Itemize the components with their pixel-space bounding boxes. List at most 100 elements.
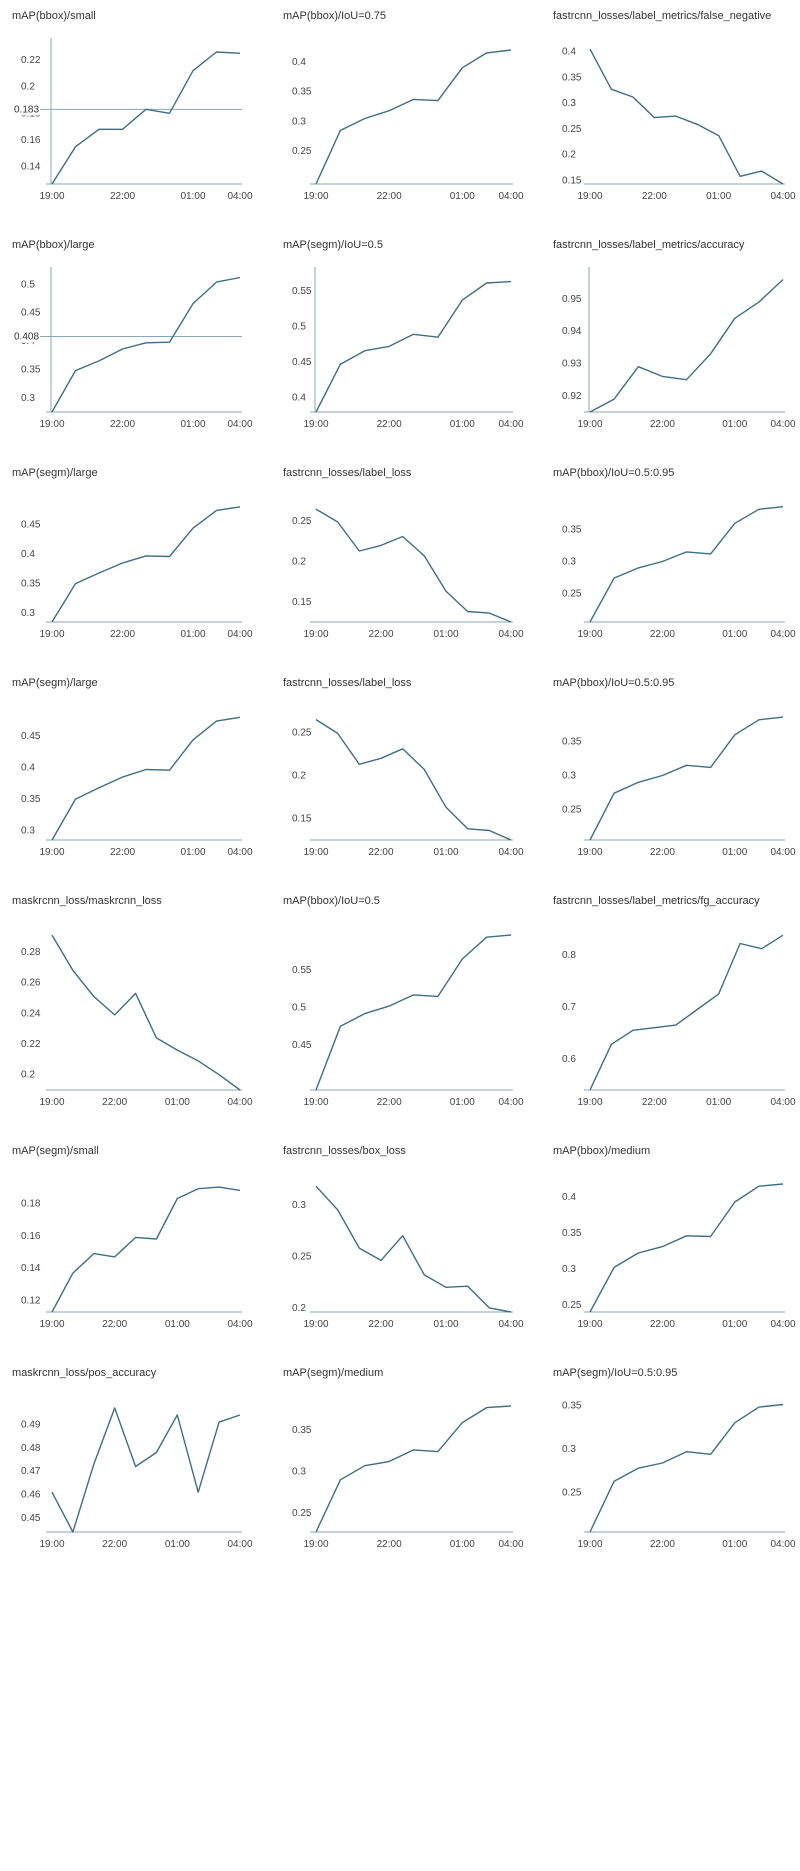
y-tick-label: 0.18 [21, 1198, 41, 1209]
chart-svg: 0.2 0.22 0.24 0.26 0.28 19:00 22:00 01:00 04:00 [21, 934, 253, 1108]
x-tick-label: 01:00 [722, 847, 747, 858]
chart-title: mAP(bbox)/IoU=0.5:0.95 [553, 677, 675, 689]
y-tick-label: 0.4 [21, 763, 35, 774]
y-tick-label: 0.45 [21, 308, 41, 319]
y-tick-label: 0.25 [562, 804, 582, 815]
chart-panel: mAP(bbox)/medium 0.25 0.3 0.35 0.4 19:00 22:00… [541, 1135, 800, 1357]
chart-svg: 0.12 0.14 0.16 0.18 19:00 22:00 01:00 04:00 [21, 1186, 253, 1330]
x-tick-label: 04:00 [227, 191, 252, 202]
y-tick-label: 0.3 [562, 1444, 576, 1455]
x-tick-label: 19:00 [39, 1539, 64, 1550]
y-tick-label: 0.25 [562, 588, 582, 599]
x-tick-label: 04:00 [227, 629, 252, 640]
y-tick-label: 0.45 [292, 357, 312, 368]
x-tick-label: 19:00 [577, 1539, 602, 1550]
chart-svg: 0.45 0.5 0.55 19:00 22:00 01:00 04:00 [292, 934, 524, 1108]
y-tick-label: 0.35 [562, 1228, 582, 1239]
y-tick-label: 0.4 [292, 57, 306, 68]
x-tick-label: 22:00 [110, 191, 135, 202]
series-line [51, 934, 241, 1091]
x-tick-label: 01:00 [706, 191, 731, 202]
y-tick-label: 0.14 [21, 1263, 41, 1274]
y-tick-label: 0.15 [292, 814, 312, 825]
x-tick-label: 19:00 [39, 191, 64, 202]
x-tick-label: 22:00 [377, 1539, 402, 1550]
x-tick-label: 01:00 [433, 629, 458, 640]
y-tick-label: 0.35 [562, 1400, 582, 1411]
x-tick-label: 22:00 [110, 629, 135, 640]
y-tick-label: 0.35 [562, 525, 582, 536]
y-tick-label: 0.45 [21, 1513, 41, 1524]
chart-svg: 0.6 0.7 0.8 19:00 22:00 01:00 04:00 [562, 934, 796, 1108]
y-tick-label: 0.25 [292, 1251, 312, 1262]
chart-panel: mAP(segm)/small 0.12 0.14 0.16 0.18 19:00 22:0… [0, 1135, 255, 1357]
x-tick-label: 01:00 [722, 419, 747, 430]
x-tick-label: 22:00 [102, 1319, 127, 1330]
y-tick-label: 0.35 [21, 364, 41, 375]
chart-title: mAP(segm)/large [12, 677, 98, 689]
y-tick-label: 0.4 [292, 393, 306, 404]
series-line [315, 1405, 512, 1533]
x-tick-label: 04:00 [498, 847, 523, 858]
y-tick-label: 0.2 [21, 1070, 35, 1081]
x-tick-label: 01:00 [450, 191, 475, 202]
chart-svg: 0.25 0.3 0.35 19:00 22:00 01:00 04:00 [562, 506, 796, 640]
x-tick-label: 04:00 [227, 847, 252, 858]
x-tick-label: 22:00 [110, 847, 135, 858]
y-tick-label: 0.24 [21, 1008, 41, 1019]
x-tick-label: 22:00 [377, 1097, 402, 1108]
chart-svg: 0.25 0.3 0.35 0.4 19:00 22:00 01:00 04:00 [292, 49, 524, 202]
series-line [315, 934, 512, 1091]
chart-title: mAP(segm)/IoU=0.5 [283, 239, 383, 251]
y-tick-label: 0.3 [21, 826, 35, 837]
x-tick-label: 19:00 [577, 1319, 602, 1330]
x-tick-label: 04:00 [770, 1539, 795, 1550]
x-tick-label: 19:00 [39, 1319, 64, 1330]
x-tick-label: 01:00 [180, 629, 205, 640]
y-tick-label: 0.3 [292, 116, 306, 127]
series-line [589, 934, 784, 1091]
y-tick-label: 0.4 [562, 1192, 576, 1203]
chart-svg: 0.25 0.3 0.35 19:00 22:00 01:00 04:00 [562, 716, 796, 858]
chart-title: fastrcnn_losses/label_metrics/fg_accurac… [553, 895, 760, 907]
y-tick-label: 0.35 [562, 737, 582, 748]
y-tick-label: 0.3 [21, 608, 35, 619]
x-tick-label: 19:00 [39, 629, 64, 640]
chart-panel: fastrcnn_losses/label_metrics/false_nega… [541, 0, 800, 229]
x-tick-label: 04:00 [227, 1097, 252, 1108]
y-tick-label: 0.4 [562, 47, 576, 58]
series-line [589, 48, 784, 185]
x-tick-label: 01:00 [433, 1319, 458, 1330]
x-tick-label: 01:00 [722, 1539, 747, 1550]
chart-svg: 0.3 0.35 0.4 0.45 19:00 22:00 01:00 04:00 [21, 506, 253, 640]
y-tick-label: 0.3 [292, 1466, 306, 1477]
chart-panel: mAP(bbox)/IoU=0.5 0.45 0.5 0.55 19:00 22:00 01… [271, 885, 526, 1135]
chart-panel: fastrcnn_losses/label_metrics/accuracy 0.… [541, 229, 800, 457]
series-line [589, 1403, 784, 1533]
chart-title: maskrcnn_loss/pos_accuracy [12, 1367, 157, 1379]
y-tick-label: 0.25 [292, 1508, 312, 1519]
y-tick-label: 0.55 [292, 965, 312, 976]
chart-panel: maskrcnn_loss/pos_accuracy 0.45 0.46 0.47 0.… [0, 1357, 255, 1577]
y-tick-label: 0.35 [292, 1425, 312, 1436]
y-tick-label: 0.46 [21, 1490, 41, 1501]
y-tick-label: 0.28 [21, 947, 41, 958]
y-tick-label: 0.95 [562, 294, 582, 305]
chart-title: mAP(bbox)/IoU=0.5 [283, 895, 380, 907]
x-tick-label: 01:00 [180, 847, 205, 858]
series-line [315, 49, 512, 185]
chart-panel: mAP(bbox)/IoU=0.5:0.95 0.25 0.3 0.35 19:00 22… [541, 457, 800, 667]
y-tick-label: 0.25 [292, 146, 312, 157]
chart-svg: 0.92 0.93 0.94 0.95 19:00 22:00 01:00 04:00 [562, 267, 796, 430]
chart-title: fastrcnn_losses/label_metrics/accuracy [553, 239, 745, 251]
reference-label-bg [14, 330, 40, 343]
y-tick-label: 0.3 [21, 393, 35, 404]
x-tick-label: 22:00 [650, 419, 675, 430]
y-tick-label: 0.14 [21, 162, 41, 173]
x-tick-label: 04:00 [770, 629, 795, 640]
x-tick-label: 19:00 [303, 629, 328, 640]
x-tick-label: 22:00 [368, 1319, 393, 1330]
series-line [589, 278, 784, 413]
chart-panel: fastrcnn_losses/label_metrics/fg_accurac… [541, 885, 800, 1135]
chart-title: mAP(bbox)/IoU=0.75 [283, 10, 387, 22]
